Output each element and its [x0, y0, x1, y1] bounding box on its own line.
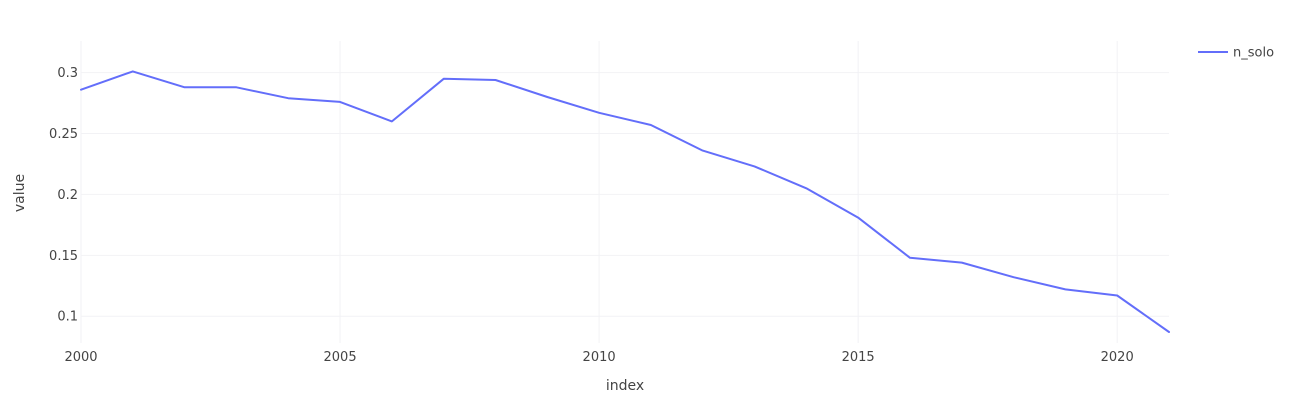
grid [80, 41, 1169, 343]
legend-label: n_solo [1233, 46, 1274, 61]
x-tick-label: 2020 [1101, 350, 1134, 365]
y-tick-label: 0.3 [57, 66, 78, 81]
y-axis-ticks: 0.1 0.15 0.2 0.25 0.3 [49, 66, 78, 325]
x-axis-title: index [606, 378, 644, 394]
y-tick-label: 0.1 [57, 310, 78, 325]
series-line-n_solo[interactable] [80, 70, 1170, 333]
y-axis-title: value [12, 174, 28, 212]
series-layer [80, 70, 1170, 333]
y-tick-label: 0.2 [57, 188, 78, 203]
y-tick-label: 0.15 [49, 249, 78, 264]
x-tick-label: 2000 [64, 350, 97, 365]
x-tick-label: 2005 [324, 350, 357, 365]
y-tick-label: 0.25 [49, 127, 78, 142]
legend[interactable]: n_solo [1198, 46, 1274, 61]
legend-item[interactable]: n_solo [1198, 46, 1274, 61]
x-axis-ticks: 2000 2005 2010 2015 2020 [64, 350, 1133, 365]
x-tick-label: 2015 [842, 350, 875, 365]
x-tick-label: 2010 [583, 350, 616, 365]
